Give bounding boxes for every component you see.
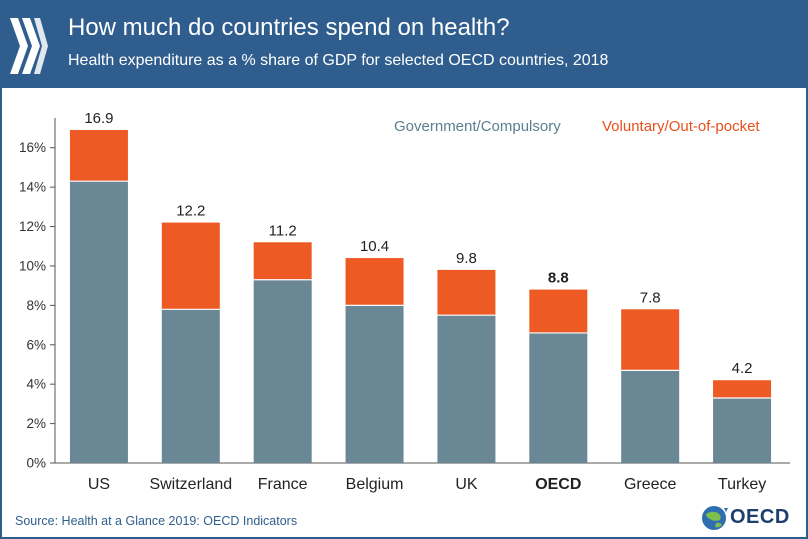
oecd-logo-text: OECD <box>730 506 790 528</box>
source-note: Source: Health at a Glance 2019: OECD In… <box>15 514 298 528</box>
bar-chart: 0% 2% 4% 6% 8% 10% 12% 14% 16% 16.9 US 12.2 Switzerl… <box>19 110 790 493</box>
legend-voluntary: Voluntary/Out-of-pocket <box>602 118 760 135</box>
bar-voluntary <box>161 222 220 310</box>
x-tick-label: France <box>258 476 308 493</box>
x-tick-label: US <box>88 476 110 493</box>
bar-total-label: 16.9 <box>84 110 113 127</box>
bar-total-label: 9.8 <box>456 250 477 267</box>
y-tick-label: 8% <box>26 298 46 313</box>
legend-government: Government/Compulsory <box>394 118 561 135</box>
x-tick-label: Belgium <box>346 476 404 493</box>
bar-government <box>69 181 128 463</box>
bar-total-label: 11.2 <box>269 222 297 239</box>
y-tick-label: 4% <box>26 377 46 392</box>
chart-subtitle: Health expenditure as a % share of GDP f… <box>68 52 609 69</box>
y-tick-label: 16% <box>19 140 46 155</box>
chart-panel: 0% 2% 4% 6% 8% 10% 12% 14% 16% 16.9 US 12.2 Switzerl… <box>2 88 806 537</box>
oecd-globe-icon <box>702 506 728 530</box>
chart-title: How much do countries spend on health? <box>68 14 510 41</box>
y-tick-label: 2% <box>26 416 46 431</box>
bar-voluntary <box>345 258 404 306</box>
bar-voluntary <box>253 242 312 280</box>
x-tick-label: Greece <box>624 476 677 493</box>
bar-voluntary <box>529 289 588 333</box>
y-tick-label: 12% <box>19 219 46 234</box>
y-tick-label: 6% <box>26 337 46 352</box>
bar-total-label: 12.2 <box>176 203 205 220</box>
bar-government <box>621 370 680 463</box>
bar-government <box>529 332 588 463</box>
bar-government <box>437 315 496 463</box>
bar-government <box>713 397 772 463</box>
bar-government <box>345 305 404 463</box>
x-tick-label: Turkey <box>718 476 766 493</box>
bar-total-label: 8.8 <box>548 270 569 287</box>
x-tick-label: Switzerland <box>149 476 232 493</box>
header: How much do countries spend on health? H… <box>0 0 808 88</box>
bar-total-label: 4.2 <box>732 360 753 377</box>
oecd-chevrons-icon <box>10 18 48 74</box>
y-tick-label: 10% <box>19 258 46 273</box>
bar-total-label: 10.4 <box>360 238 389 255</box>
y-tick-label: 0% <box>26 456 46 471</box>
bar-total-label: 7.8 <box>640 289 661 306</box>
x-tick-label: UK <box>455 476 478 493</box>
y-tick-label: 14% <box>19 180 46 195</box>
bar-government <box>161 309 220 463</box>
bar-voluntary <box>713 380 772 398</box>
bar-government <box>253 279 312 463</box>
bar-voluntary <box>437 269 496 316</box>
x-tick-label: OECD <box>535 476 581 493</box>
bar-voluntary <box>69 129 128 182</box>
bar-voluntary <box>621 309 680 371</box>
